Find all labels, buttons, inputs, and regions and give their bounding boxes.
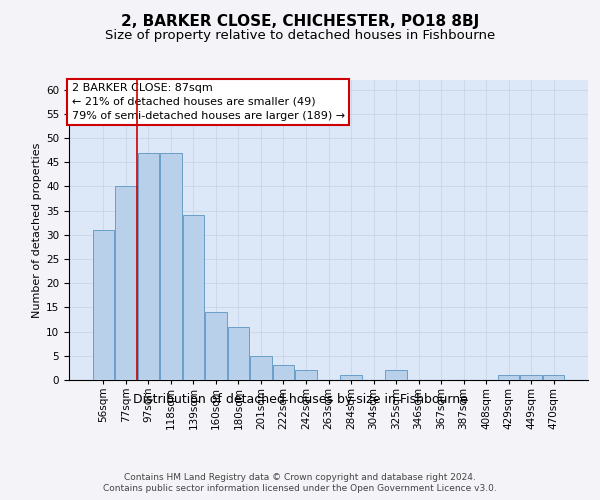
Bar: [205, 312, 227, 380]
Text: 2 BARKER CLOSE: 87sqm
← 21% of detached houses are smaller (49)
79% of semi-deta: 2 BARKER CLOSE: 87sqm ← 21% of detached …: [71, 83, 345, 121]
Bar: [160, 152, 182, 380]
Bar: [273, 366, 294, 380]
Bar: [543, 375, 565, 380]
Bar: [115, 186, 137, 380]
Text: Distribution of detached houses by size in Fishbourne: Distribution of detached houses by size …: [133, 392, 467, 406]
Text: Size of property relative to detached houses in Fishbourne: Size of property relative to detached ho…: [105, 29, 495, 42]
Y-axis label: Number of detached properties: Number of detached properties: [32, 142, 42, 318]
Bar: [498, 375, 520, 380]
Bar: [228, 327, 249, 380]
Bar: [340, 375, 362, 380]
Text: Contains HM Land Registry data © Crown copyright and database right 2024.: Contains HM Land Registry data © Crown c…: [124, 472, 476, 482]
Bar: [295, 370, 317, 380]
Text: 2, BARKER CLOSE, CHICHESTER, PO18 8BJ: 2, BARKER CLOSE, CHICHESTER, PO18 8BJ: [121, 14, 479, 29]
Bar: [92, 230, 114, 380]
Bar: [182, 216, 204, 380]
Bar: [385, 370, 407, 380]
Bar: [520, 375, 542, 380]
Bar: [250, 356, 272, 380]
Text: Contains public sector information licensed under the Open Government Licence v3: Contains public sector information licen…: [103, 484, 497, 493]
Bar: [137, 152, 159, 380]
